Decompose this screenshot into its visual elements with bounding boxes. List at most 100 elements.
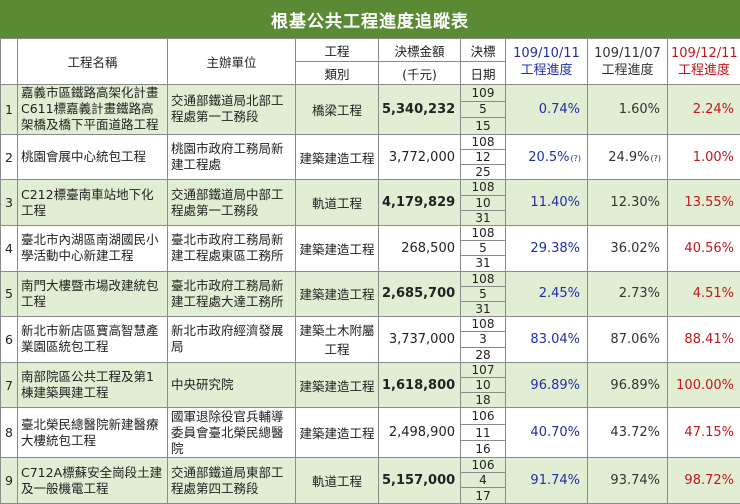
progress-2-value: 96.89% xyxy=(610,377,660,393)
header-name: 工程名稱 xyxy=(17,38,168,85)
project-type: 軌道工程 xyxy=(295,457,379,504)
progress-2: 1.60% xyxy=(587,84,668,135)
progress-1: 20.5%(?) xyxy=(505,133,588,181)
award-day: 25 xyxy=(460,164,506,181)
header-type-line1: 工程 xyxy=(295,38,379,62)
header-progress-3: 109/12/11 工程進度 xyxy=(667,38,740,85)
progress-2: 96.89% xyxy=(587,361,668,409)
award-amount: 268,500 xyxy=(378,224,461,272)
project-type: 建築建造工程 xyxy=(295,270,379,318)
progress-1-value: 11.40% xyxy=(530,195,580,211)
progress-2-value: 43.72% xyxy=(610,425,660,441)
header-progress-2-label: 工程進度 xyxy=(601,62,654,78)
project-name: 臺北榮民總醫院新建醫療大樓統包工程 xyxy=(17,407,168,459)
award-day: 17 xyxy=(460,487,506,504)
award-amount: 1,618,800 xyxy=(378,361,461,409)
row-index: 8 xyxy=(0,407,18,459)
progress-2-value: 87.06% xyxy=(610,331,660,347)
row-index: 1 xyxy=(0,84,18,135)
header-index xyxy=(0,38,18,85)
project-type: 建築建造工程 xyxy=(295,133,379,181)
header-award-line2: 日期 xyxy=(460,61,506,85)
award-year: 108 xyxy=(460,179,506,196)
table-row-sub: 11 xyxy=(1,423,740,442)
header-progress-1: 109/10/11 工程進度 xyxy=(505,38,588,85)
progress-1-value: 40.70% xyxy=(530,425,580,441)
project-type: 建築土木附屬工程 xyxy=(295,316,379,363)
project-name: 桃園會展中心統包工程 xyxy=(17,133,168,181)
project-name: 南門大樓暨市場改建統包工程 xyxy=(17,270,168,318)
organizer: 交通部鐵道局東部工程處第四工務段 xyxy=(167,457,296,504)
row-index: 4 xyxy=(0,224,18,272)
organizer: 交通部鐵道局中部工程處第一工務段 xyxy=(167,179,296,226)
progress-1: 83.04% xyxy=(505,316,588,363)
table-body: 1 嘉義市區鐵路高架化計畫C611標嘉義計畫鐵路高架橋及橋下平面道路工程 交通部鐵道… xyxy=(0,84,740,504)
progress-2: 24.9%(?) xyxy=(587,133,668,181)
award-amount: 3,772,000 xyxy=(378,133,461,181)
progress-2-note: (?) xyxy=(650,153,662,163)
progress-2-value: 2.73% xyxy=(618,286,660,302)
progress-table: 工程名稱 主辦單位 工程 決標金額 決標 109/10/11 工程進度 109/… xyxy=(0,38,740,504)
progress-1-value: 96.89% xyxy=(530,377,580,393)
progress-1-value: 91.74% xyxy=(530,473,580,489)
project-name: 南部院區公共工程及第1棟建築興建工程 xyxy=(17,361,168,409)
table-row-sub: 25 xyxy=(1,164,740,181)
progress-1: 29.38% xyxy=(505,224,588,272)
table-title: 根基公共工程進度追蹤表 xyxy=(0,0,740,38)
progress-3: 13.55% xyxy=(667,179,740,226)
header-amount-line2: (千元) xyxy=(378,61,461,85)
progress-1-value: 83.04% xyxy=(530,331,580,347)
table-row: 1 嘉義市區鐵路高架化計畫C611標嘉義計畫鐵路高架橋及橋下平面道路工程 交通部鐵道… xyxy=(0,84,740,135)
progress-2-value: 1.60% xyxy=(618,101,660,117)
progress-1-value: 2.45% xyxy=(538,286,580,302)
award-day: 15 xyxy=(460,117,506,135)
award-amount: 2,498,900 xyxy=(378,407,461,459)
project-name: C712A標蘇安全崗段土建及一般機電工程 xyxy=(17,457,168,504)
award-day: 18 xyxy=(460,392,506,409)
table-row-sub: 18 xyxy=(1,392,740,409)
award-day: 31 xyxy=(460,255,506,272)
progress-2: 2.73% xyxy=(587,270,668,318)
progress-1-value: 20.5% xyxy=(528,149,570,165)
organizer: 臺北市政府工務局新建工程處大達工務所 xyxy=(167,270,296,318)
table-row-sub: 17 xyxy=(1,487,740,504)
award-amount: 5,340,232 xyxy=(378,84,461,135)
header-amount-line1: 決標金額 xyxy=(378,38,461,62)
award-month: 12 xyxy=(460,148,506,166)
table-row: 4 臺北市內湖區南湖國民小學活動中心新建工程 臺北市政府工務局新建工程處東區工務所建… xyxy=(0,224,740,272)
row-index: 2 xyxy=(0,133,18,181)
award-month: 4 xyxy=(460,472,506,489)
header-progress-3-date: 109/12/11 xyxy=(671,45,738,61)
progress-3: 98.72% xyxy=(667,457,740,504)
progress-1-value: 29.38% xyxy=(530,240,580,256)
row-index: 6 xyxy=(0,316,18,363)
award-year: 108 xyxy=(460,270,506,287)
table-row: 2 桃園會展中心統包工程 桃園市政府工務局新建工程處 建築建造工程 3,772,000 1… xyxy=(0,133,740,181)
progress-3: 100.00% xyxy=(667,361,740,409)
project-type: 橋梁工程 xyxy=(295,84,379,135)
header-progress-1-date: 109/10/11 xyxy=(513,45,580,61)
project-type: 建築建造工程 xyxy=(295,224,379,272)
award-year: 108 xyxy=(460,316,506,333)
progress-1: 2.45% xyxy=(505,270,588,318)
table-row: 3 C212標臺南車站地下化工程 交通部鐵道局中部工程處第一工務段 軌道工程 4,179… xyxy=(0,179,740,226)
table-row: 9 C712A標蘇安全崗段土建及一般機電工程 交通部鐵道局東部工程處第四工務段 軌道工… xyxy=(0,457,740,504)
table-row-sub: 3 xyxy=(1,331,740,348)
progress-1-note: (?) xyxy=(570,153,582,163)
progress-3: 4.51% xyxy=(667,270,740,318)
project-type: 建築建造工程 xyxy=(295,361,379,409)
table-row: 7 南部院區公共工程及第1棟建築興建工程 中央研究院 建築建造工程 1,618,800 1… xyxy=(0,361,740,409)
award-month: 10 xyxy=(460,194,506,211)
progress-2-value: 12.30% xyxy=(610,195,660,211)
progress-2: 36.02% xyxy=(587,224,668,272)
header-org: 主辦單位 xyxy=(167,38,296,85)
progress-2: 87.06% xyxy=(587,316,668,363)
table-row-sub: 15 xyxy=(1,117,740,135)
award-amount: 3,737,000 xyxy=(378,316,461,363)
award-day: 31 xyxy=(460,209,506,226)
table-row-sub: 31 xyxy=(1,209,740,226)
progress-2: 43.72% xyxy=(587,407,668,459)
organizer: 新北市政府經濟發展局 xyxy=(167,316,296,363)
project-name: C212標臺南車站地下化工程 xyxy=(17,179,168,226)
